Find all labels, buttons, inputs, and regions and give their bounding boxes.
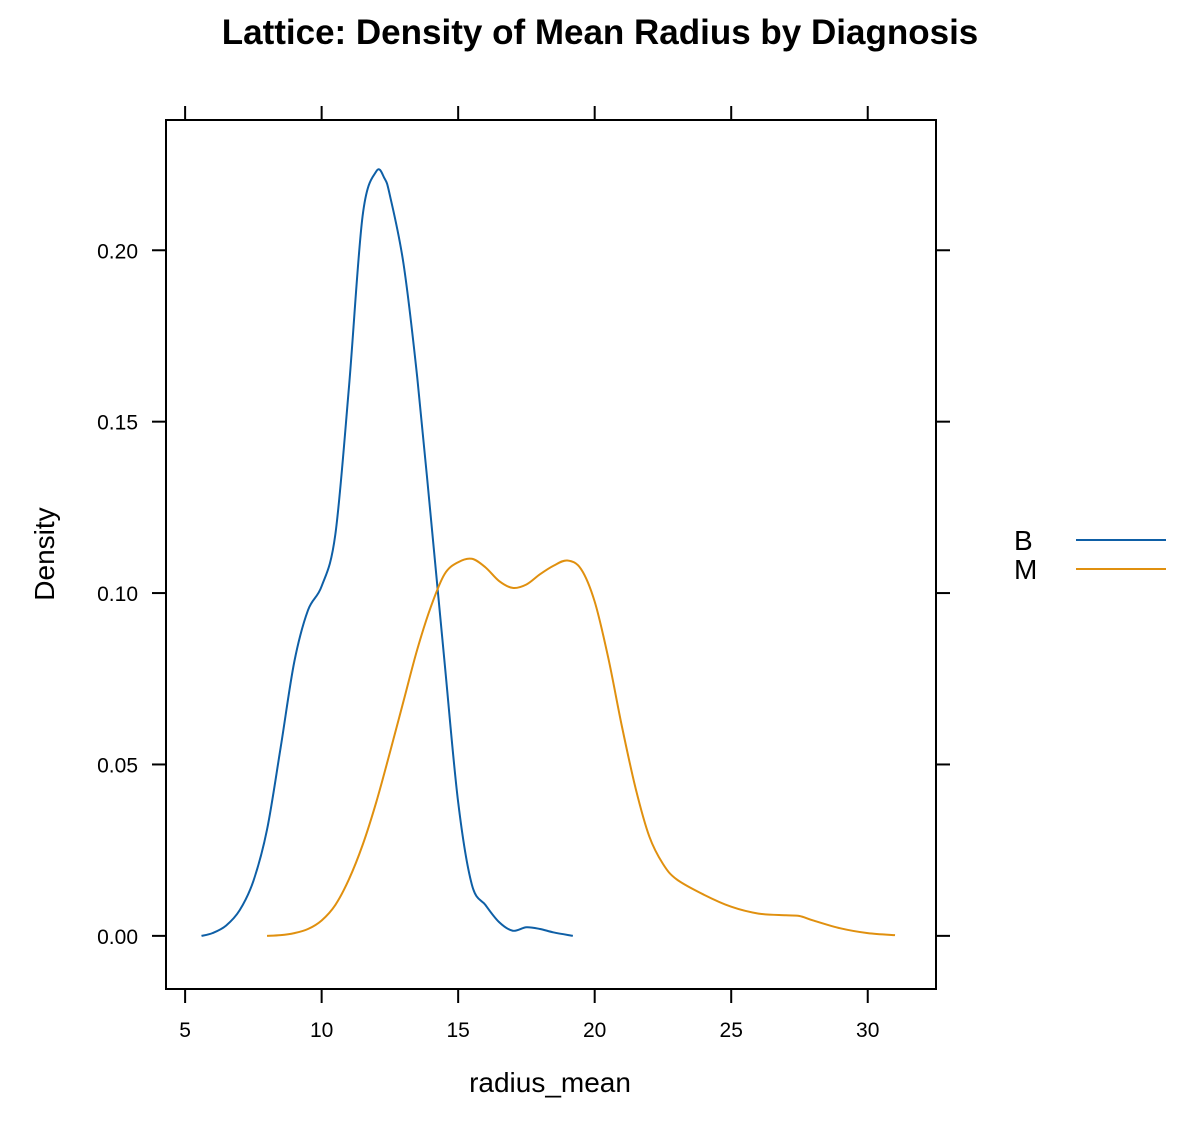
y-axis-right-ticks	[936, 249, 950, 937]
y-tick-label: 0.15	[97, 412, 138, 435]
x-axis-label: radius_mean	[469, 1067, 631, 1098]
chart-title: Lattice: Density of Mean Radius by Diagn…	[222, 13, 979, 52]
x-tick-label: 20	[583, 1019, 606, 1042]
y-axis-left: 0.00 0.05 0.10 0.15 0.20	[97, 240, 166, 949]
y-tick-label: 0.10	[97, 583, 138, 606]
y-tick-label: 0.05	[97, 754, 138, 777]
x-tick-label: 30	[856, 1019, 879, 1042]
plot-panel-border	[165, 119, 937, 990]
x-tick-label: 25	[720, 1019, 743, 1042]
x-tick-label: 10	[310, 1019, 333, 1042]
density-line-m	[266, 557, 896, 937]
x-axis-top-ticks	[184, 106, 869, 120]
y-axis-label: Density	[29, 507, 60, 600]
x-tick-label: 15	[446, 1019, 469, 1042]
legend-label-m: M	[1014, 554, 1037, 585]
density-line-b	[201, 168, 574, 937]
y-tick-label: 0.00	[97, 926, 138, 949]
legend-label-b: B	[1014, 525, 1033, 556]
density-curves	[201, 168, 896, 937]
y-tick-label: 0.20	[97, 240, 138, 263]
x-tick-label: 5	[179, 1019, 191, 1042]
legend: BM	[1014, 525, 1166, 585]
x-axis-bottom: 5 10 15 20 25 30	[179, 989, 879, 1042]
